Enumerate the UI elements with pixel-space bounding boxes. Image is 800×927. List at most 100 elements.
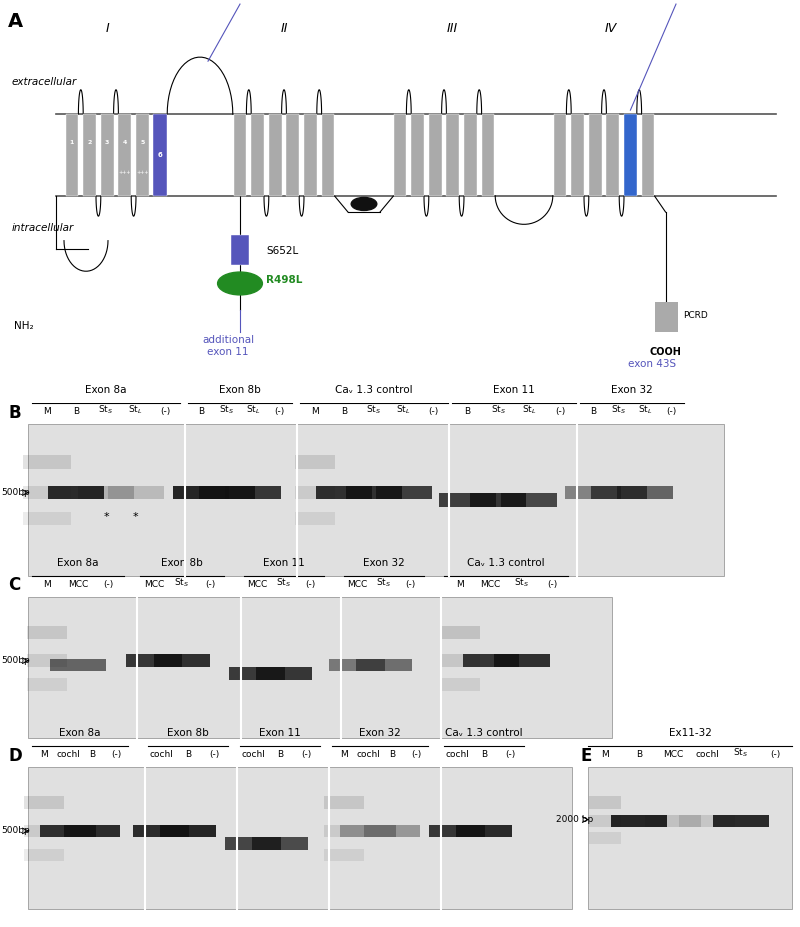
Bar [225,486,281,500]
Text: St$_S$: St$_S$ [174,577,190,590]
Bar [28,597,612,739]
Bar [107,486,164,500]
Text: COOH: COOH [650,347,682,357]
Bar [439,654,479,667]
Text: Exon 32: Exon 32 [359,729,401,739]
Bar [482,114,494,196]
Text: B: B [636,750,642,759]
Bar [589,796,621,809]
Text: (-): (-) [428,407,438,416]
Text: Exon 8b: Exon 8b [219,386,261,396]
Bar [83,114,96,196]
Bar [230,667,286,679]
Bar [470,493,526,507]
Text: cochl: cochl [56,750,80,759]
Bar [429,114,442,196]
Bar [27,626,67,639]
Text: PCRD: PCRD [683,311,708,320]
Text: C: C [8,577,20,594]
Text: 2: 2 [87,140,92,146]
Text: Ex11-32: Ex11-32 [669,729,711,739]
Text: (-): (-) [406,580,416,590]
Text: St$_S$: St$_S$ [98,404,114,416]
Bar [134,824,190,837]
Text: III: III [446,22,458,35]
Text: MCC: MCC [68,580,88,590]
Bar [554,114,566,196]
Text: Exon 8b: Exon 8b [161,558,203,568]
Bar [324,796,364,809]
Bar [153,114,167,196]
Bar [160,824,216,837]
Circle shape [351,197,377,210]
Bar [565,486,621,500]
Text: 3: 3 [105,140,110,146]
Bar [494,654,550,667]
Text: St$_L$: St$_L$ [128,404,143,416]
Bar [589,832,621,844]
Text: St$_L$: St$_L$ [522,404,537,416]
Text: St$_S$: St$_S$ [366,404,382,416]
Bar [617,486,673,500]
Bar [154,654,210,667]
Text: 500bp: 500bp [1,656,30,666]
Bar [591,486,647,500]
Text: (-): (-) [210,750,220,759]
Bar [394,114,406,196]
Text: IV: IV [604,22,617,35]
Text: 2000 bp: 2000 bp [556,815,594,824]
Text: NH₂: NH₂ [14,322,34,331]
Text: M: M [601,750,609,759]
Text: cochl: cochl [356,750,380,759]
Text: M: M [43,580,51,590]
Bar [294,512,335,526]
Bar [655,302,678,333]
Text: B: B [342,407,347,416]
Bar [606,114,619,196]
Text: (-): (-) [547,580,558,590]
Bar [456,824,512,837]
Text: B: B [185,750,191,759]
Text: St$_S$: St$_S$ [377,577,391,590]
Text: B: B [8,403,21,422]
Text: St$_L$: St$_L$ [246,404,260,416]
Text: Caᵥ 1.3 control: Caᵥ 1.3 control [445,729,523,739]
Bar [330,658,386,671]
Bar [252,837,308,850]
Bar [713,815,769,828]
Text: M: M [43,407,50,416]
Text: Exon 11: Exon 11 [493,386,535,396]
Text: Exon 8a: Exon 8a [59,729,101,739]
Text: +++: +++ [118,171,131,175]
Text: St$_L$: St$_L$ [396,404,411,416]
Text: (-): (-) [555,407,566,416]
Text: B: B [465,407,470,416]
Text: B: B [198,407,204,416]
Bar [645,815,701,828]
Text: MCC: MCC [144,580,164,590]
Bar [340,824,396,837]
Text: 500bp: 500bp [1,826,30,835]
Text: 6: 6 [158,152,162,158]
Bar [411,114,424,196]
Text: cochl: cochl [446,750,470,759]
Bar [375,486,431,500]
Text: Exon 32: Exon 32 [363,558,405,568]
Text: (-): (-) [274,407,284,416]
Bar [364,824,420,837]
Text: +++: +++ [136,171,149,175]
Bar [256,667,312,679]
Text: B: B [590,407,596,416]
Bar [22,512,70,526]
Bar [464,114,477,196]
Text: (-): (-) [506,750,516,759]
Bar [27,654,67,667]
Bar [118,114,131,196]
Text: Exon 8a: Exon 8a [86,386,126,396]
Text: MCC: MCC [663,750,683,759]
Bar [78,486,134,500]
Bar [24,824,64,837]
Text: 1: 1 [70,140,74,146]
Text: St$_S$: St$_S$ [514,577,529,590]
Text: St$_S$: St$_S$ [611,404,626,416]
